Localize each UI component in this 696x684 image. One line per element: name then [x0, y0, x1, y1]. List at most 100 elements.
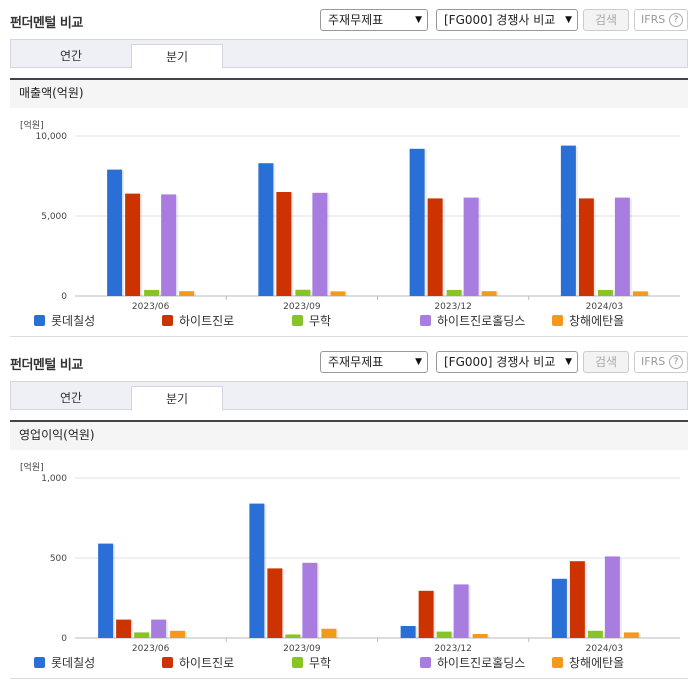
help-icon[interactable]: ?: [669, 355, 683, 369]
ifrs-button[interactable]: IFRS ?: [634, 9, 688, 31]
legend-label: 하이트진로: [179, 314, 235, 328]
legend-swatch: [420, 657, 431, 668]
operating-profit-chart: 0 500 1,000 2023/06 2023/09 2023/12 2024/03: [41, 474, 680, 654]
ifrs-label: IFRS: [641, 13, 666, 26]
divider: [10, 336, 688, 337]
chart-title: 매출액(억원): [10, 78, 688, 108]
chevron-down-icon: ▼: [415, 357, 422, 367]
chart-legend: 롯데칠성 하이트진로 무학 하이트진로홀딩스 창해에탄올: [10, 312, 688, 328]
bar-hitejinro: [116, 619, 132, 638]
period-tabs: 연간 분기: [10, 39, 688, 69]
y-unit-label: [억원]: [20, 463, 44, 473]
bar-hitejinro: [569, 561, 585, 638]
legend-label: 창해에탄올: [569, 656, 625, 670]
bar-lotte-chilsung: [107, 169, 123, 296]
bar-lotte-chilsung: [551, 578, 567, 638]
bar-muhak: [144, 289, 160, 296]
bar-hitejinro-holdings: [161, 194, 177, 296]
help-icon[interactable]: ?: [669, 13, 683, 27]
bar-muhak: [295, 289, 311, 296]
search-button[interactable]: 검색: [583, 9, 629, 31]
bar-lotte-chilsung: [98, 543, 114, 638]
bar-hitejinro: [418, 590, 434, 638]
legend-swatch: [292, 315, 303, 326]
bar-hitejinro: [267, 568, 283, 638]
chevron-down-icon: ▼: [415, 15, 422, 25]
bar-hitejinro: [427, 198, 443, 296]
legend-label: 하이트진로: [179, 656, 235, 670]
tab-annual[interactable]: 연간: [59, 391, 83, 405]
x-tick-label: 2024/03: [586, 302, 623, 312]
bar-lotte-chilsung: [560, 145, 576, 296]
section-header: 펀더멘털 비교 주재무제표 ▼ [FG000] 경쟁사 비교 ▼ 검색 IFRS…: [0, 342, 696, 378]
x-tick-label: 2023/06: [132, 644, 170, 654]
y-tick-label: 5,000: [41, 212, 67, 222]
peer-group-select[interactable]: [FG000] 경쟁사 비교 ▼: [436, 351, 578, 373]
section-title: 펀더멘털 비교: [10, 16, 83, 31]
legend-label: 하이트진로홀딩스: [437, 656, 526, 670]
bar-lotte-chilsung: [249, 503, 265, 638]
x-tick-label: 2023/09: [283, 302, 321, 312]
legend-swatch: [552, 657, 563, 668]
y-tick-label: 0: [61, 634, 67, 644]
bar-muhak: [285, 634, 301, 638]
x-tick-label: 2023/12: [434, 644, 471, 654]
legend-label: 롯데칠성: [51, 314, 96, 328]
section-header: 펀더멘털 비교 주재무제표 ▼ [FG000] 경쟁사 비교 ▼ 검색 IFRS…: [0, 0, 696, 36]
y-tick-label: 0: [61, 292, 67, 302]
bar-hitejinro-holdings: [463, 197, 479, 296]
legend-swatch: [292, 657, 303, 668]
bar-hitejinro-holdings: [151, 619, 167, 638]
tab-annual[interactable]: 연간: [59, 49, 83, 63]
y-tick-label: 10,000: [36, 132, 68, 142]
chart-legend: 롯데칠성 하이트진로 무학 하이트진로홀딩스 창해에탄올: [10, 654, 688, 670]
legend-label: 무학: [309, 656, 332, 670]
bar-hitejinro: [276, 192, 292, 296]
bar-changhae-ethanol: [632, 291, 648, 296]
bar-hitejinro-holdings: [453, 584, 469, 638]
bar-muhak: [436, 631, 452, 638]
fundamental-section-revenue: 펀더멘털 비교 주재무제표 ▼ [FG000] 경쟁사 비교 ▼ 검색 IFRS…: [0, 0, 696, 337]
bar-changhae-ethanol: [330, 291, 346, 296]
tab-quarterly[interactable]: 분기: [131, 386, 223, 411]
bar-changhae-ethanol: [481, 291, 497, 296]
legend-swatch: [162, 315, 173, 326]
legend-swatch: [162, 657, 173, 668]
tab-quarterly[interactable]: 분기: [131, 44, 223, 69]
y-unit-label: [억원]: [20, 121, 44, 131]
bar-hitejinro: [578, 198, 594, 296]
revenue-chart: 0 5,000 10,000 2023/06 2023/09 2023/12 2024/03: [36, 132, 680, 312]
legend-swatch: [34, 657, 45, 668]
bar-changhae-ethanol: [321, 628, 337, 638]
bar-lotte-chilsung: [409, 148, 425, 296]
peer-group-value: [FG000] 경쟁사 비교: [444, 13, 556, 27]
bar-muhak: [446, 289, 462, 296]
bar-changhae-ethanol: [472, 634, 488, 638]
period-tabs: 연간 분기: [10, 381, 688, 411]
x-tick-label: 2023/06: [132, 302, 170, 312]
chevron-down-icon: ▼: [565, 15, 572, 25]
statement-type-select[interactable]: 주재무제표 ▼: [320, 9, 428, 31]
ifrs-button[interactable]: IFRS ?: [634, 351, 688, 373]
statement-type-select[interactable]: 주재무제표 ▼: [320, 351, 428, 373]
bar-hitejinro-holdings: [312, 192, 328, 296]
legend-swatch: [34, 315, 45, 326]
bar-hitejinro-holdings: [302, 562, 318, 638]
chart-title: 영업이익(억원): [10, 420, 688, 450]
legend-label: 창해에탄올: [569, 314, 625, 328]
legend-label: 무학: [309, 314, 332, 328]
section-title: 펀더멘털 비교: [10, 358, 83, 373]
statement-type-value: 주재무제표: [328, 355, 384, 369]
peer-group-select[interactable]: [FG000] 경쟁사 비교 ▼: [436, 9, 578, 31]
x-tick-label: 2023/12: [434, 302, 471, 312]
bar-muhak: [587, 630, 603, 638]
bar-hitejinro-holdings: [604, 556, 620, 638]
search-button[interactable]: 검색: [583, 351, 629, 373]
bar-changhae-ethanol: [170, 630, 186, 638]
x-tick-label: 2023/09: [283, 644, 321, 654]
legend-label: 롯데칠성: [51, 656, 96, 670]
ifrs-label: IFRS: [641, 355, 666, 368]
bar-lotte-chilsung: [258, 163, 274, 296]
legend-label: 하이트진로홀딩스: [437, 314, 526, 328]
y-tick-label: 1,000: [41, 474, 67, 484]
